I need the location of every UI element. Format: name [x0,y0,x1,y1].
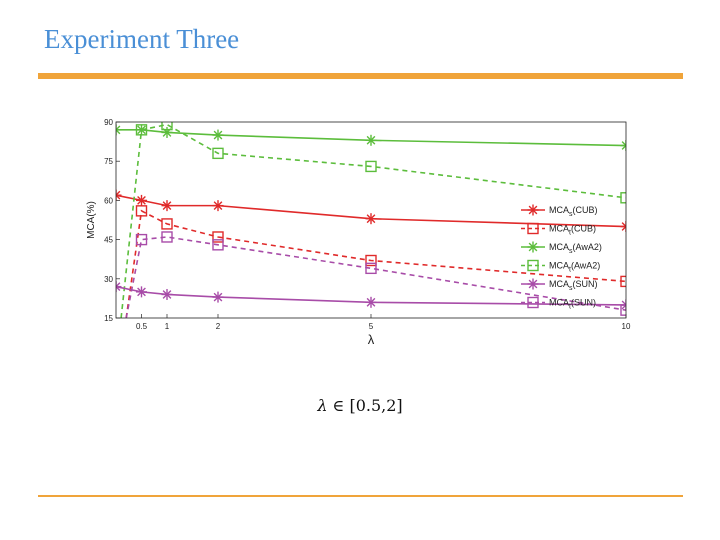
footer-rule [38,495,683,497]
data-point [620,275,626,288]
legend-item: MCAt(SUN) [521,296,596,311]
data-point [135,233,148,246]
y-axis-label: MCA(%) [86,201,97,239]
data-point [135,124,148,136]
series-s-sun [116,281,626,311]
legend-marker [527,296,539,309]
data-point [620,304,626,316]
data-point [365,262,377,275]
data-point [212,147,224,160]
series-t-cub [125,205,626,318]
data-point [620,140,626,152]
legend-item: MCAt(CUB) [521,222,596,237]
series-t-sun [125,231,626,318]
y-tick-label: 30 [104,275,113,284]
data-point [161,200,173,212]
data-point [161,122,173,131]
slide-title: Experiment Three [44,24,240,54]
caption-range: ∈ [0.5,2] [327,396,403,415]
x-tick-label: 1 [165,322,170,331]
x-tick-label: 2 [216,322,221,331]
y-tick-label: 45 [104,236,113,245]
plot-frame [115,121,627,319]
legend-label: MCAs(AwA2) [549,242,602,255]
x-tick-label: 10 [622,322,631,331]
data-point [212,291,224,303]
series-layer [116,122,626,318]
data-point [365,213,377,225]
data-point [365,296,377,308]
series-s-awa2 [116,124,626,152]
y-tick-label: 60 [104,196,113,205]
legend-label: MCAt(AwA2) [549,261,600,274]
series-line [125,209,626,318]
data-point [365,134,377,146]
legend-item: MCAs(SUN) [521,278,598,292]
data-point [161,288,173,300]
data-point [161,126,173,138]
data-point [620,192,626,204]
legend-marker [527,259,539,272]
legend-marker [527,222,539,235]
y-tick-label: 90 [104,118,113,127]
legend-label: MCAs(CUB) [549,205,598,218]
legend-marker [527,278,539,290]
data-point [620,221,626,233]
data-point [212,129,224,141]
y-tick-label: 15 [104,314,113,323]
legend-item: MCAs(AwA2) [521,241,602,255]
title-underline [38,73,683,79]
legend-item: MCAt(AwA2) [521,259,600,274]
data-point [212,239,224,251]
series-line [116,194,626,228]
data-point [161,218,173,230]
lambda-range-caption: λ ∈ [0.5,2] [0,396,720,415]
data-point [212,231,224,243]
data-point [116,189,122,201]
series-t-awa2 [120,122,626,318]
series-line [116,285,626,306]
data-point [116,281,122,293]
data-point [136,194,147,206]
data-point [116,124,122,136]
data-point [161,231,173,243]
caption-symbol: λ [317,396,328,415]
series-line [125,236,626,318]
data-point [212,200,224,212]
data-point [135,205,148,217]
tick-labels: 15 30 45 60 75 90 0.5 1 2 5 10 [104,118,631,331]
legend: MCAs(CUB) MCAt(CUB) MCAs(AwA2) MCAt(AwA2) MC… [521,204,602,311]
x-tick-label: 0.5 [136,322,148,331]
x-tick-label: 5 [369,322,374,331]
legend-label: MCAs(SUN) [549,279,598,292]
legend-item: MCAs(CUB) [521,204,598,218]
y-tick-label: 75 [104,157,113,166]
legend-marker [527,241,539,253]
legend-marker [527,204,539,216]
data-point [136,286,147,298]
series-s-cub [116,189,626,233]
series-line [120,123,626,318]
data-point [365,160,377,173]
legend-label: MCAt(SUN) [549,298,596,311]
x-axis-label: λ [368,332,375,347]
legend-label: MCAt(CUB) [549,224,596,237]
data-point [365,254,377,267]
